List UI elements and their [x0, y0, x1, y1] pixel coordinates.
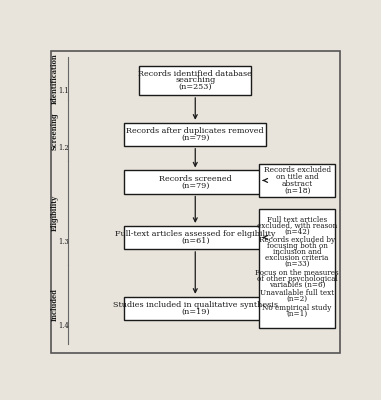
Text: Studies included in qualitative synthesis: Studies included in qualitative synthesi… — [113, 301, 278, 309]
Text: 1.2: 1.2 — [59, 144, 69, 152]
Text: (n=61): (n=61) — [181, 237, 210, 245]
FancyBboxPatch shape — [125, 123, 266, 146]
Text: focusing both on: focusing both on — [267, 242, 328, 250]
Text: No empirical study: No empirical study — [263, 304, 332, 312]
Text: Identification: Identification — [51, 54, 59, 104]
Text: abstract: abstract — [282, 180, 313, 188]
Text: (n=33): (n=33) — [284, 260, 310, 268]
Text: (n=253): (n=253) — [178, 83, 212, 91]
FancyBboxPatch shape — [51, 51, 340, 353]
FancyBboxPatch shape — [125, 170, 266, 194]
Text: Full-text articles assessed for eligibility: Full-text articles assessed for eligibil… — [115, 230, 275, 238]
FancyBboxPatch shape — [125, 226, 266, 249]
Text: (n=19): (n=19) — [181, 308, 210, 316]
Text: on title and: on title and — [276, 173, 319, 181]
Text: 1.1: 1.1 — [59, 87, 69, 95]
Text: Records screened: Records screened — [159, 174, 232, 182]
Text: (n=1): (n=1) — [287, 310, 308, 318]
Text: Records identified database: Records identified database — [138, 70, 252, 78]
Text: Records excluded by: Records excluded by — [259, 236, 335, 244]
FancyBboxPatch shape — [259, 164, 335, 197]
Text: searching: searching — [175, 76, 215, 84]
Text: (n=79): (n=79) — [181, 181, 210, 189]
Text: 1.3: 1.3 — [59, 238, 69, 246]
Text: (n=18): (n=18) — [284, 187, 311, 195]
Text: (n=2): (n=2) — [287, 295, 308, 303]
Text: Eligibility: Eligibility — [51, 195, 59, 231]
Text: Screening: Screening — [51, 112, 59, 150]
Text: of other psychological: of other psychological — [257, 274, 338, 282]
Text: exclusion criteria: exclusion criteria — [266, 254, 329, 262]
Text: excluded, with reason: excluded, with reason — [257, 222, 337, 230]
Text: Unavailable full text: Unavailable full text — [260, 289, 334, 297]
Text: (n=42): (n=42) — [284, 228, 310, 236]
Text: Records after duplicates removed: Records after duplicates removed — [126, 127, 264, 135]
Text: Full text articles: Full text articles — [267, 216, 327, 224]
FancyBboxPatch shape — [259, 209, 335, 328]
Text: (n=79): (n=79) — [181, 134, 210, 142]
FancyBboxPatch shape — [139, 66, 251, 95]
Text: Focus on the measures: Focus on the measures — [255, 269, 339, 277]
Text: Included: Included — [51, 288, 59, 321]
Text: variables (n=6): variables (n=6) — [269, 280, 325, 288]
FancyBboxPatch shape — [125, 297, 266, 320]
Text: Records excluded: Records excluded — [264, 166, 331, 174]
Text: inclusion and: inclusion and — [273, 248, 322, 256]
Text: 1.4: 1.4 — [59, 322, 69, 330]
